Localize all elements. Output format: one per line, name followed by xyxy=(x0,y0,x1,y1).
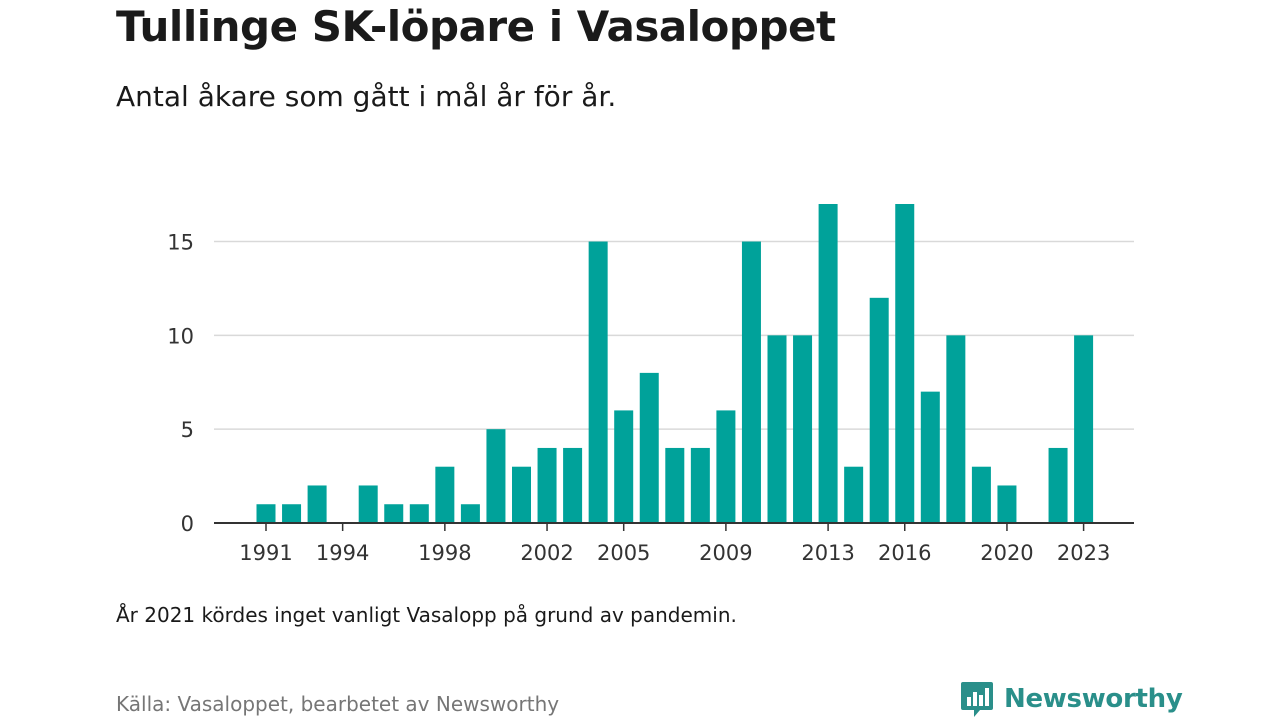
bar-1992 xyxy=(282,504,302,523)
y-tick-label: 10 xyxy=(167,324,194,348)
newsworthy-logo: Newsworthy xyxy=(960,680,1183,718)
bar-2011 xyxy=(767,335,787,523)
bar-2000 xyxy=(486,429,506,523)
x-tick-label: 2009 xyxy=(699,541,752,565)
bar-1998 xyxy=(435,466,455,523)
bar-2012 xyxy=(793,335,813,523)
bars xyxy=(256,204,1094,523)
x-axis-ticks: 1991 1994 1998 2002 2005 2009 2013 2016 2020 2023 xyxy=(239,523,1110,565)
newsworthy-logo-text: Newsworthy xyxy=(1004,684,1183,714)
bar-2016 xyxy=(895,204,915,523)
chart-note: År 2021 kördes inget vanligt Vasalopp på… xyxy=(116,603,737,627)
bar-2017 xyxy=(920,391,940,523)
y-tick-label: 15 xyxy=(167,231,194,255)
x-tick-label: 2016 xyxy=(878,541,931,565)
bar-1995 xyxy=(358,485,378,523)
x-tick-label: 2002 xyxy=(520,541,573,565)
bar-2019 xyxy=(971,466,991,523)
y-tick-label: 5 xyxy=(181,418,194,442)
bar-2023 xyxy=(1074,335,1094,523)
x-tick-label: 2013 xyxy=(801,541,854,565)
bar-2006 xyxy=(639,372,659,523)
chart-subtitle: Antal åkare som gått i mål år för år. xyxy=(116,80,617,113)
bar-1997 xyxy=(409,504,429,523)
bar-2004 xyxy=(588,241,608,523)
y-axis-ticks: 0 5 10 15 xyxy=(167,231,194,536)
bar-1993 xyxy=(307,485,327,523)
bar-2014 xyxy=(844,466,864,523)
bar-1996 xyxy=(384,504,404,523)
x-tick-label: 1991 xyxy=(239,541,292,565)
bar-chart: 0 5 10 15 1991 1994 1998 2002 2005 2009 2013 2016 2… xyxy=(167,204,1134,565)
bar-2003 xyxy=(563,447,583,523)
bar-2008 xyxy=(690,447,710,523)
bar-2001 xyxy=(512,466,531,523)
bar-2020 xyxy=(997,485,1017,523)
bar-2015 xyxy=(869,297,889,523)
bar-2018 xyxy=(946,335,966,523)
bar-2002 xyxy=(537,447,557,523)
bar-2013 xyxy=(818,204,838,523)
bar-2009 xyxy=(716,410,736,523)
chart-title: Tullinge SK-löpare i Vasaloppet xyxy=(116,2,836,51)
bar-1999 xyxy=(460,504,480,523)
x-tick-label: 2023 xyxy=(1057,541,1110,565)
bar-2010 xyxy=(741,241,761,523)
bar-1991 xyxy=(256,504,276,523)
y-tick-label: 0 xyxy=(181,512,194,536)
bar-2005 xyxy=(614,410,634,523)
x-tick-label: 1994 xyxy=(316,541,369,565)
x-tick-label: 2020 xyxy=(980,541,1033,565)
source-text: Källa: Vasaloppet, bearbetet av Newswort… xyxy=(116,692,560,716)
x-tick-label: 1998 xyxy=(418,541,471,565)
bar-2007 xyxy=(665,447,685,523)
bar-2022 xyxy=(1048,447,1068,523)
newsworthy-logo-icon xyxy=(961,682,993,717)
x-tick-label: 2005 xyxy=(597,541,650,565)
gridlines xyxy=(214,240,1134,430)
